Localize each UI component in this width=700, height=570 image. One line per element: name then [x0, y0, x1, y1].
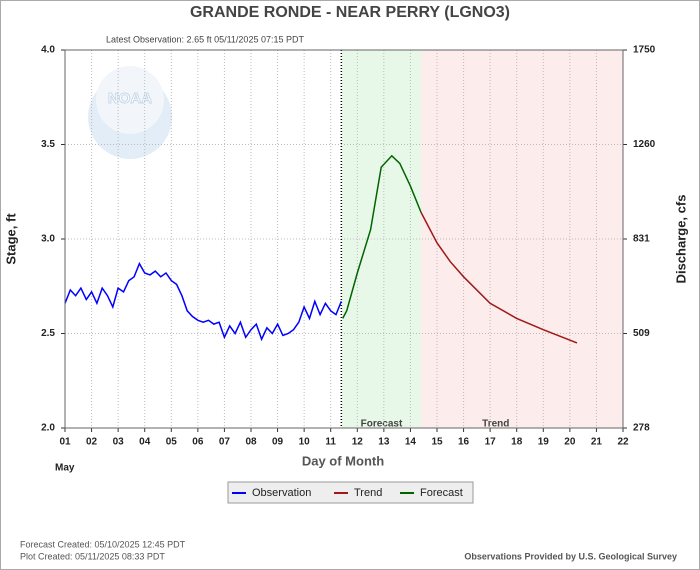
y2-tick-label: 831 — [633, 234, 650, 245]
x-tick-label: 06 — [192, 437, 204, 448]
x-tick-label: 20 — [564, 437, 576, 448]
region-label: Trend — [482, 419, 509, 430]
y2-tick-label: 509 — [633, 328, 650, 339]
subtitle: Latest Observation: 2.65 ft 05/11/2025 0… — [106, 34, 304, 44]
x-tick-label: 21 — [591, 437, 603, 448]
plot-border — [64, 49, 624, 429]
x-tick-label: 12 — [352, 437, 364, 448]
y2-tick-label: 1750 — [633, 45, 656, 56]
y-tick-label: 2.5 — [41, 328, 55, 339]
legend-label: Trend — [354, 487, 382, 499]
footer: Plot Created: 05/11/2025 08:33 PDT — [20, 551, 165, 561]
logo-text: NOAA — [108, 90, 152, 107]
x-tick-label: 19 — [538, 437, 550, 448]
legend-label: Observation — [252, 487, 311, 499]
series-line — [342, 154, 422, 319]
x-tick-label: 16 — [458, 437, 470, 448]
x-tick-label: 10 — [299, 437, 311, 448]
x-tick-label: 08 — [245, 437, 257, 448]
y-tick-label: 2.0 — [41, 423, 55, 434]
footer: Forecast Created: 05/10/2025 12:45 PDT — [20, 539, 186, 549]
y2-axis-label: Discharge, cfs — [673, 195, 688, 284]
x-tick-label: 01 — [59, 437, 71, 448]
x-tick-label: 14 — [405, 437, 417, 448]
y2-tick-label: 1260 — [633, 139, 656, 150]
y-tick-label: 4.0 — [41, 45, 55, 56]
logo — [96, 66, 164, 134]
x-tick-label: 03 — [113, 437, 125, 448]
x-axis-label: Day of Month — [302, 453, 384, 468]
y-axis-label: Stage, ft — [3, 213, 18, 265]
x-sublabel: May — [55, 463, 75, 474]
chart-title: GRANDE RONDE - NEAR PERRY (LGNO3) — [190, 4, 510, 21]
series-line — [64, 261, 342, 342]
x-tick-label: 09 — [272, 437, 284, 448]
x-tick-label: 05 — [166, 437, 178, 448]
x-tick-label: 18 — [511, 437, 523, 448]
x-tick-label: 11 — [325, 437, 336, 448]
x-tick-label: 07 — [219, 437, 231, 448]
legend-label: Forecast — [420, 487, 463, 499]
x-tick-label: 04 — [139, 437, 151, 448]
y2-tick-label: 278 — [633, 423, 650, 434]
footer: Observations Provided by U.S. Geological… — [464, 551, 677, 561]
x-tick-label: 13 — [378, 437, 390, 448]
x-tick-label: 22 — [617, 437, 629, 448]
legend — [227, 481, 474, 504]
x-tick-label: 17 — [485, 437, 497, 448]
y-tick-label: 3.5 — [41, 139, 55, 150]
series-line — [420, 212, 578, 344]
y-tick-label: 3.0 — [41, 234, 55, 245]
region-label: Forecast — [361, 419, 403, 430]
x-tick-label: 15 — [431, 437, 443, 448]
x-tick-label: 02 — [86, 437, 98, 448]
region — [421, 50, 623, 428]
